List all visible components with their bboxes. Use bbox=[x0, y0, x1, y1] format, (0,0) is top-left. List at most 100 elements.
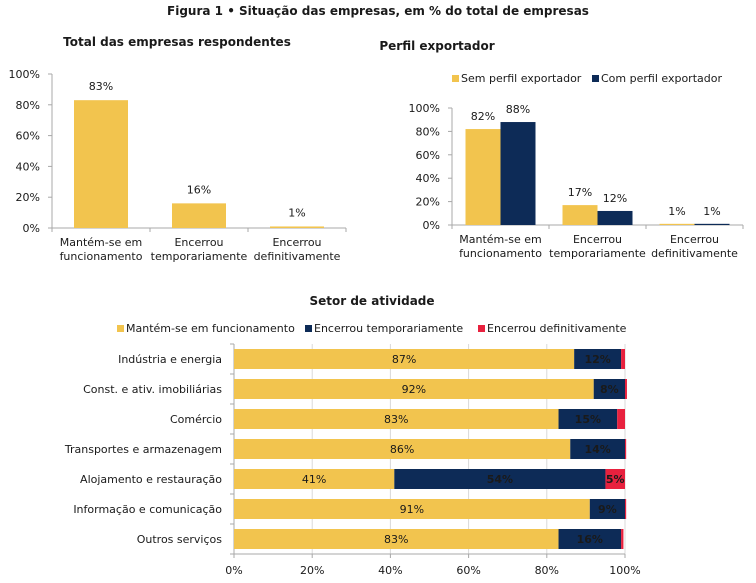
chart3-bar-segment bbox=[625, 499, 627, 519]
chart2-legend-label: Sem perfil exportador bbox=[461, 72, 582, 85]
chart2-category-label: Mantém-se em funcionamento bbox=[459, 233, 542, 260]
chart3-category-label: Informação e comunicação bbox=[73, 503, 222, 516]
chart1-y-tick: 80% bbox=[16, 99, 40, 112]
chart2-data-label: 12% bbox=[603, 192, 627, 205]
chart2-y-tick: 60% bbox=[416, 149, 440, 162]
figure-title: Figura 1 • Situação das empresas, em % d… bbox=[167, 4, 589, 18]
chart3-bar-segment bbox=[617, 409, 625, 429]
chart3-bar-segment bbox=[570, 439, 625, 459]
chart3-data-label: 83% bbox=[384, 533, 408, 546]
chart2-bar bbox=[500, 122, 536, 225]
chart3-legend-label: Mantém-se em funcionamento bbox=[126, 322, 295, 335]
chart3-data-label: 83% bbox=[384, 413, 408, 426]
chart1-y-tick: 0% bbox=[23, 222, 40, 235]
chart3-x-tick: 20% bbox=[300, 564, 324, 577]
chart3-data-label: 87% bbox=[392, 353, 416, 366]
chart1-y-tick: 100% bbox=[9, 68, 40, 81]
chart1-data-label: 16% bbox=[187, 183, 211, 196]
chart2-category-label: Encerrou definitivamente bbox=[651, 233, 738, 260]
chart3-bar-segment bbox=[234, 529, 559, 549]
chart2-y-tick: 80% bbox=[416, 125, 440, 138]
chart1-category-label: Mantém-se em funcionamento bbox=[60, 236, 143, 263]
chart3-legend-swatch bbox=[305, 325, 312, 332]
chart3-data-label: 5% bbox=[606, 473, 625, 486]
chart2-bar bbox=[465, 129, 501, 225]
chart3-legend-swatch bbox=[117, 325, 124, 332]
chart3-bar-segment bbox=[234, 349, 575, 369]
chart3-legend-label: Encerrou temporariamente bbox=[314, 322, 463, 335]
chart2-bar bbox=[659, 223, 695, 225]
chart1-bar bbox=[270, 226, 324, 228]
chart2-bar bbox=[562, 205, 598, 225]
chart1-bar bbox=[172, 203, 226, 228]
chart3-category-label: Comércio bbox=[170, 413, 222, 426]
chart3-bar-segment bbox=[558, 409, 618, 429]
chart3-data-label: 91% bbox=[400, 503, 424, 516]
chart3-bar-segment bbox=[234, 469, 395, 489]
chart1-y-tick: 20% bbox=[16, 191, 40, 204]
chart3-bar-segment bbox=[234, 499, 590, 519]
chart2-data-label: 88% bbox=[506, 103, 530, 116]
chart1-y-tick: 60% bbox=[16, 130, 40, 143]
chart1-data-label: 83% bbox=[89, 80, 113, 93]
chart2-bar bbox=[694, 223, 730, 225]
chart1-category-label: Encerrou temporariamente bbox=[151, 236, 248, 263]
chart1-y-tick: 40% bbox=[16, 160, 40, 173]
chart3-category-label: Const. e ativ. imobiliárias bbox=[83, 383, 222, 396]
chart2-y-tick: 0% bbox=[423, 219, 440, 232]
chart3-data-label: 54% bbox=[487, 473, 513, 486]
chart2-data-label: 17% bbox=[568, 186, 592, 199]
chart3-x-tick: 60% bbox=[456, 564, 480, 577]
chart2-y-tick: 100% bbox=[409, 102, 440, 115]
chart2-y-tick: 40% bbox=[416, 172, 440, 185]
chart3-category-label: Outros serviços bbox=[137, 533, 223, 546]
chart3-data-label: 92% bbox=[402, 383, 426, 396]
chart3-bar-segment bbox=[394, 469, 606, 489]
chart2-y-tick: 20% bbox=[416, 196, 440, 209]
chart2-data-label: 82% bbox=[471, 110, 495, 123]
chart3-data-label: 8% bbox=[600, 383, 619, 396]
chart3-bar-segment bbox=[574, 349, 622, 369]
chart1-bar bbox=[74, 100, 128, 228]
chart3-x-tick: 100% bbox=[609, 564, 640, 577]
chart3-bar-segment bbox=[605, 469, 625, 489]
chart3-data-label: 9% bbox=[598, 503, 617, 516]
chart3-title: Setor de atividade bbox=[309, 294, 434, 308]
chart2-legend-label: Com perfil exportador bbox=[601, 72, 722, 85]
chart3-data-label: 14% bbox=[584, 443, 610, 456]
chart3-bar-segment bbox=[589, 499, 625, 519]
chart3-data-label: 86% bbox=[390, 443, 414, 456]
chart2-title: Perfil exportador bbox=[379, 39, 494, 53]
chart2-bar bbox=[597, 210, 633, 225]
chart3-bar-segment bbox=[558, 529, 622, 549]
chart2-data-label: 1% bbox=[703, 205, 720, 218]
chart1-category-label: Encerrou definitivamente bbox=[254, 236, 341, 263]
chart3-data-label: 16% bbox=[577, 533, 603, 546]
chart1-title: Total das empresas respondentes bbox=[63, 35, 291, 49]
chart3-category-label: Indústria e energia bbox=[118, 353, 222, 366]
chart3-bar-segment bbox=[593, 379, 625, 399]
chart2-data-label: 1% bbox=[668, 205, 685, 218]
chart2-category-label: Encerrou temporariamente bbox=[549, 233, 646, 260]
chart3-legend-swatch bbox=[478, 325, 485, 332]
chart3-bar-segment bbox=[625, 439, 627, 459]
chart3-bar-segment bbox=[621, 529, 624, 549]
chart3-x-tick: 0% bbox=[225, 564, 242, 577]
chart3-bar-segment bbox=[625, 379, 627, 399]
chart3-data-label: 12% bbox=[584, 353, 610, 366]
chart3-category-label: Alojamento e restauração bbox=[80, 473, 222, 486]
chart3-x-tick: 40% bbox=[378, 564, 402, 577]
chart2-legend-swatch bbox=[452, 75, 459, 82]
chart3-x-tick: 80% bbox=[535, 564, 559, 577]
chart3-category-label: Transportes e armazenagem bbox=[64, 443, 222, 456]
chart3-bar-segment bbox=[621, 349, 625, 369]
chart3-bar-segment bbox=[234, 439, 571, 459]
chart3-legend-label: Encerrou definitivamente bbox=[487, 322, 627, 335]
chart3-data-label: 41% bbox=[302, 473, 326, 486]
chart1-data-label: 1% bbox=[288, 206, 305, 219]
chart3-bar-segment bbox=[234, 409, 559, 429]
chart3-bar-segment bbox=[234, 379, 594, 399]
chart2-legend-swatch bbox=[592, 75, 599, 82]
chart3-data-label: 15% bbox=[575, 413, 601, 426]
